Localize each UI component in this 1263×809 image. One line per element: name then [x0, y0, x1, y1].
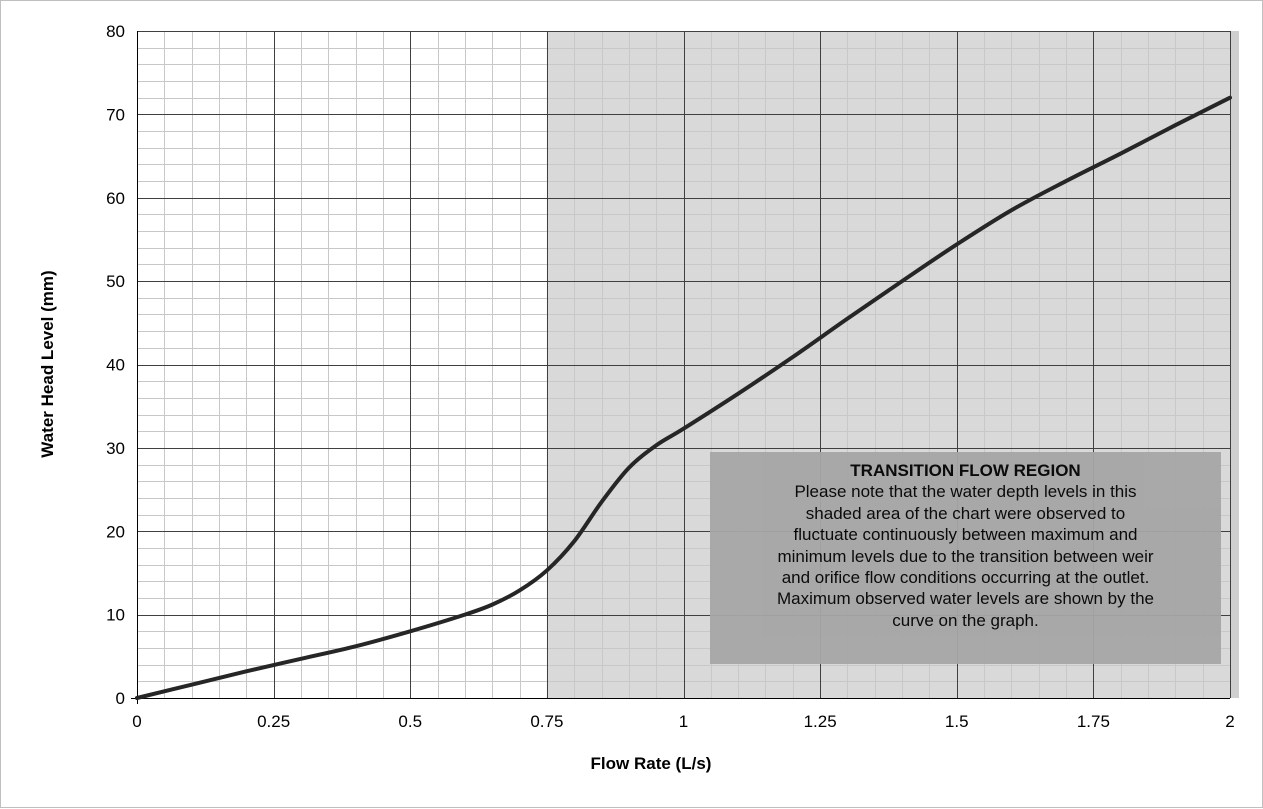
x-tick-label: 1.25 [804, 712, 837, 731]
note-line: minimum levels due to the transition bet… [722, 546, 1209, 567]
note-line: shaded area of the chart were observed t… [722, 503, 1209, 524]
y-tick-label: 80 [106, 22, 125, 41]
note-line: Please note that the water depth levels … [722, 481, 1209, 502]
transition-note-box: TRANSITION FLOW REGION Please note that … [710, 452, 1221, 664]
shaded-region-edge [1230, 31, 1239, 698]
y-tick-label: 50 [106, 272, 125, 291]
note-title: TRANSITION FLOW REGION [722, 460, 1209, 481]
note-line: fluctuate continuously between maximum a… [722, 524, 1209, 545]
x-axis-title: Flow Rate (L/s) [591, 754, 712, 773]
y-tick-label: 40 [106, 356, 125, 375]
y-tick-label: 30 [106, 439, 125, 458]
x-tick-label: 0.25 [257, 712, 290, 731]
x-tick-label: 1.5 [945, 712, 969, 731]
y-tick-label: 70 [106, 105, 125, 124]
x-tick-label: 1 [679, 712, 688, 731]
note-line: Maximum observed water levels are shown … [722, 588, 1209, 609]
x-tick-label: 1.75 [1077, 712, 1110, 731]
y-tick-label: 10 [106, 606, 125, 625]
note-line: and orifice flow conditions occurring at… [722, 567, 1209, 588]
y-tick-label: 0 [116, 689, 125, 708]
y-axis-title: Water Head Level (mm) [38, 270, 57, 457]
x-tick-label: 0.5 [398, 712, 422, 731]
x-tick-label: 2 [1225, 712, 1234, 731]
x-tick-labels: 0 0.25 0.5 0.75 1 1.25 1.5 1.75 2 [132, 712, 1234, 731]
x-tick-label: 0 [132, 712, 141, 731]
x-tick-label: 0.75 [530, 712, 563, 731]
y-tick-label: 60 [106, 189, 125, 208]
y-tick-label: 20 [106, 522, 125, 541]
y-tick-labels: 0 10 20 30 40 50 60 70 80 [106, 22, 125, 708]
note-line: curve on the graph. [722, 610, 1209, 631]
